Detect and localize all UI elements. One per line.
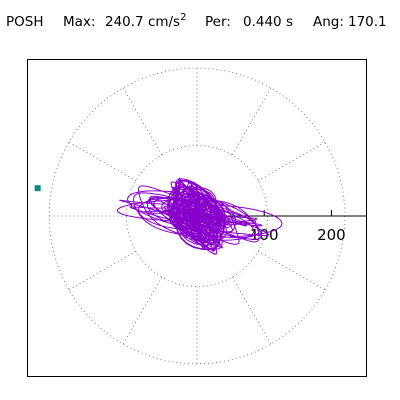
angle-value: 170.1 (348, 14, 387, 30)
chart-title: POSH Max: 240.7 cm/s2 Per: 0.440 s Ang: … (0, 12, 400, 40)
radial-axis: 100 200 (197, 210, 366, 244)
peak-marker (34, 185, 41, 192)
grid-spoke (122, 276, 163, 345)
max-exponent: 2 (180, 12, 187, 23)
max-value: 240.7 cm/s2 (105, 12, 187, 30)
grid-spoke (257, 141, 326, 182)
station-code: POSH (6, 14, 44, 30)
radial-tick-label: 200 (317, 226, 346, 244)
plot-frame (27, 59, 367, 377)
peak-marker-group (34, 185, 41, 192)
grid-spoke (68, 250, 137, 291)
period-label: Per: (205, 14, 231, 30)
grid-spoke (231, 276, 272, 345)
grid-spoke (231, 87, 272, 156)
max-label: Max: (63, 14, 96, 30)
grid-spoke (122, 87, 163, 156)
orbit-core (167, 177, 227, 255)
period-value: 0.440 s (243, 14, 293, 30)
orbit-trace (116, 177, 283, 255)
grid-spoke (257, 250, 326, 291)
angle-label: Ang: (313, 14, 344, 30)
max-number: 240.7 cm/s (105, 14, 181, 30)
grid-spoke (68, 141, 137, 182)
